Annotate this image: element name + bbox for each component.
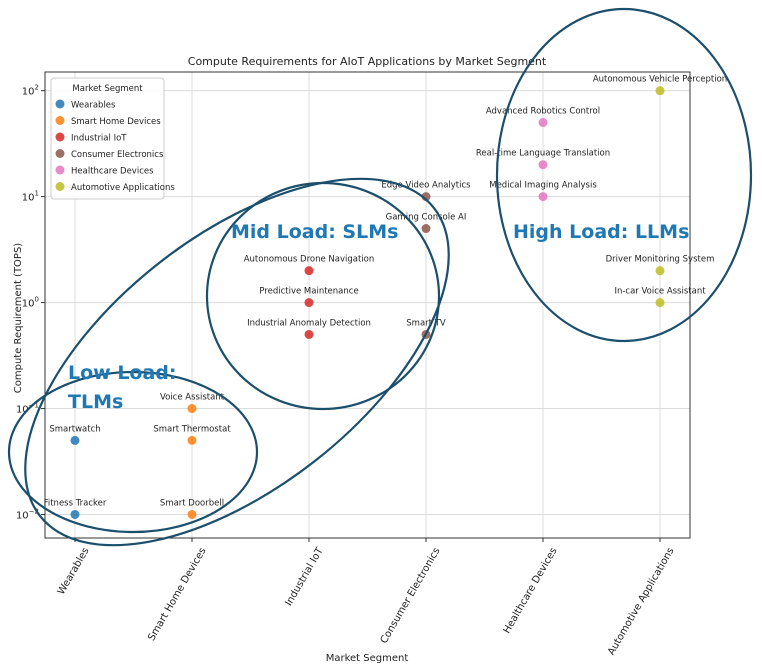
high-load-ellipse bbox=[495, 7, 753, 343]
legend-marker-wearables bbox=[55, 99, 65, 109]
y-axis-label: Compute Requirement (TOPS) bbox=[13, 243, 24, 394]
point-label-autonomous-drone-navigation: Autonomous Drone Navigation bbox=[244, 255, 375, 265]
point-label-smartwatch: Smartwatch bbox=[49, 424, 100, 434]
point-smartwatch bbox=[70, 435, 80, 445]
high-load-label: High Load: LLMs bbox=[513, 221, 689, 243]
point-in-car-voice-assistant bbox=[655, 298, 665, 308]
point-real-time-language-translation bbox=[538, 160, 548, 170]
low-load-label: Low Load: bbox=[68, 362, 177, 384]
point-smart-doorbell bbox=[187, 509, 197, 519]
y-tick-label: 100 bbox=[22, 296, 39, 310]
point-medical-imaging-analysis bbox=[538, 192, 548, 202]
legend-box bbox=[50, 77, 165, 200]
legend-label-industrial-iot: Industrial IoT bbox=[71, 134, 127, 144]
legend-label-smart-home-devices: Smart Home Devices bbox=[71, 117, 161, 127]
point-label-gaming-console-ai: Gaming Console AI bbox=[386, 213, 467, 223]
point-label-smart-thermostat: Smart Thermostat bbox=[153, 424, 231, 434]
legend-label-consumer-electronics: Consumer Electronics bbox=[71, 150, 164, 160]
y-tick-label: 10−1 bbox=[16, 402, 39, 416]
point-label-predictive-maintenance: Predictive Maintenance bbox=[259, 287, 358, 297]
point-label-advanced-robotics-control: Advanced Robotics Control bbox=[486, 107, 600, 117]
point-label-smart-tv: Smart TV bbox=[406, 318, 446, 328]
point-label-voice-assistant: Voice Assistant bbox=[160, 393, 225, 403]
point-voice-assistant bbox=[187, 404, 197, 414]
data-points: Smartwatch Fitness Tracker Voice Assistant… bbox=[44, 75, 727, 519]
y-axis-ticks: 10−2 10−1 100 101 102 bbox=[16, 84, 45, 521]
point-label-driver-monitoring-system: Driver Monitoring System bbox=[606, 255, 715, 265]
point-fitness-tracker bbox=[70, 509, 80, 519]
legend-label-healthcare-devices: Healthcare Devices bbox=[71, 167, 154, 177]
point-driver-monitoring-system bbox=[655, 266, 665, 276]
point-label-in-car-voice-assistant: In-car Voice Assistant bbox=[614, 287, 706, 297]
point-industrial-anomaly-detection bbox=[304, 329, 314, 339]
x-axis-label: Market Segment bbox=[326, 653, 409, 664]
y-tick-label: 10−2 bbox=[16, 507, 39, 521]
y-tick-label: 102 bbox=[22, 84, 39, 98]
point-label-fitness-tracker: Fitness Tracker bbox=[44, 498, 107, 508]
point-advanced-robotics-control bbox=[538, 118, 548, 128]
legend-marker-consumer-electronics bbox=[55, 149, 65, 158]
point-label-industrial-anomaly-detection: Industrial Anomaly Detection bbox=[247, 318, 371, 328]
legend-label-wearables: Wearables bbox=[71, 101, 116, 111]
point-label-autonomous-vehicle-perception: Autonomous Vehicle Perception bbox=[593, 75, 727, 85]
low-load-ellipse bbox=[7, 370, 259, 534]
legend-marker-smart-home-devices bbox=[55, 116, 65, 125]
point-label-edge-video-analytics: Edge Video Analytics bbox=[381, 181, 471, 191]
legend-title: Market Segment bbox=[72, 84, 143, 94]
point-gaming-console-ai bbox=[421, 224, 431, 234]
combined-low-mid-ellipse bbox=[24, 177, 450, 547]
point-autonomous-vehicle-perception bbox=[655, 86, 665, 96]
point-smart-thermostat bbox=[187, 435, 197, 445]
legend-marker-automotive-applications bbox=[55, 182, 65, 191]
load-region-ellipses bbox=[7, 7, 753, 547]
point-label-smart-doorbell: Smart Doorbell bbox=[160, 498, 224, 508]
legend-label-automotive-applications: Automotive Applications bbox=[71, 183, 175, 193]
plot-area-frame bbox=[44, 71, 691, 539]
mid-load-label: Mid Load: SLMs bbox=[231, 221, 398, 243]
point-predictive-maintenance bbox=[304, 298, 314, 308]
low-load-label-line2: TLMs bbox=[68, 391, 123, 413]
point-label-medical-imaging-analysis: Medical Imaging Analysis bbox=[489, 181, 597, 191]
point-label-real-time-language-translation: Real-time Language Translation bbox=[476, 149, 610, 159]
point-autonomous-drone-navigation bbox=[304, 266, 314, 276]
y-tick-label: 101 bbox=[22, 190, 39, 204]
legend-marker-healthcare-devices bbox=[55, 165, 65, 175]
legend: Market Segment Wearables Smart Home Device… bbox=[50, 77, 175, 200]
load-region-labels: Low Load: TLMs Mid Load: SLMs High Load: LL… bbox=[68, 221, 689, 413]
chart-title: Compute Requirements for AIoT Applicatio… bbox=[188, 55, 547, 68]
legend-marker-industrial-iot bbox=[55, 132, 65, 142]
